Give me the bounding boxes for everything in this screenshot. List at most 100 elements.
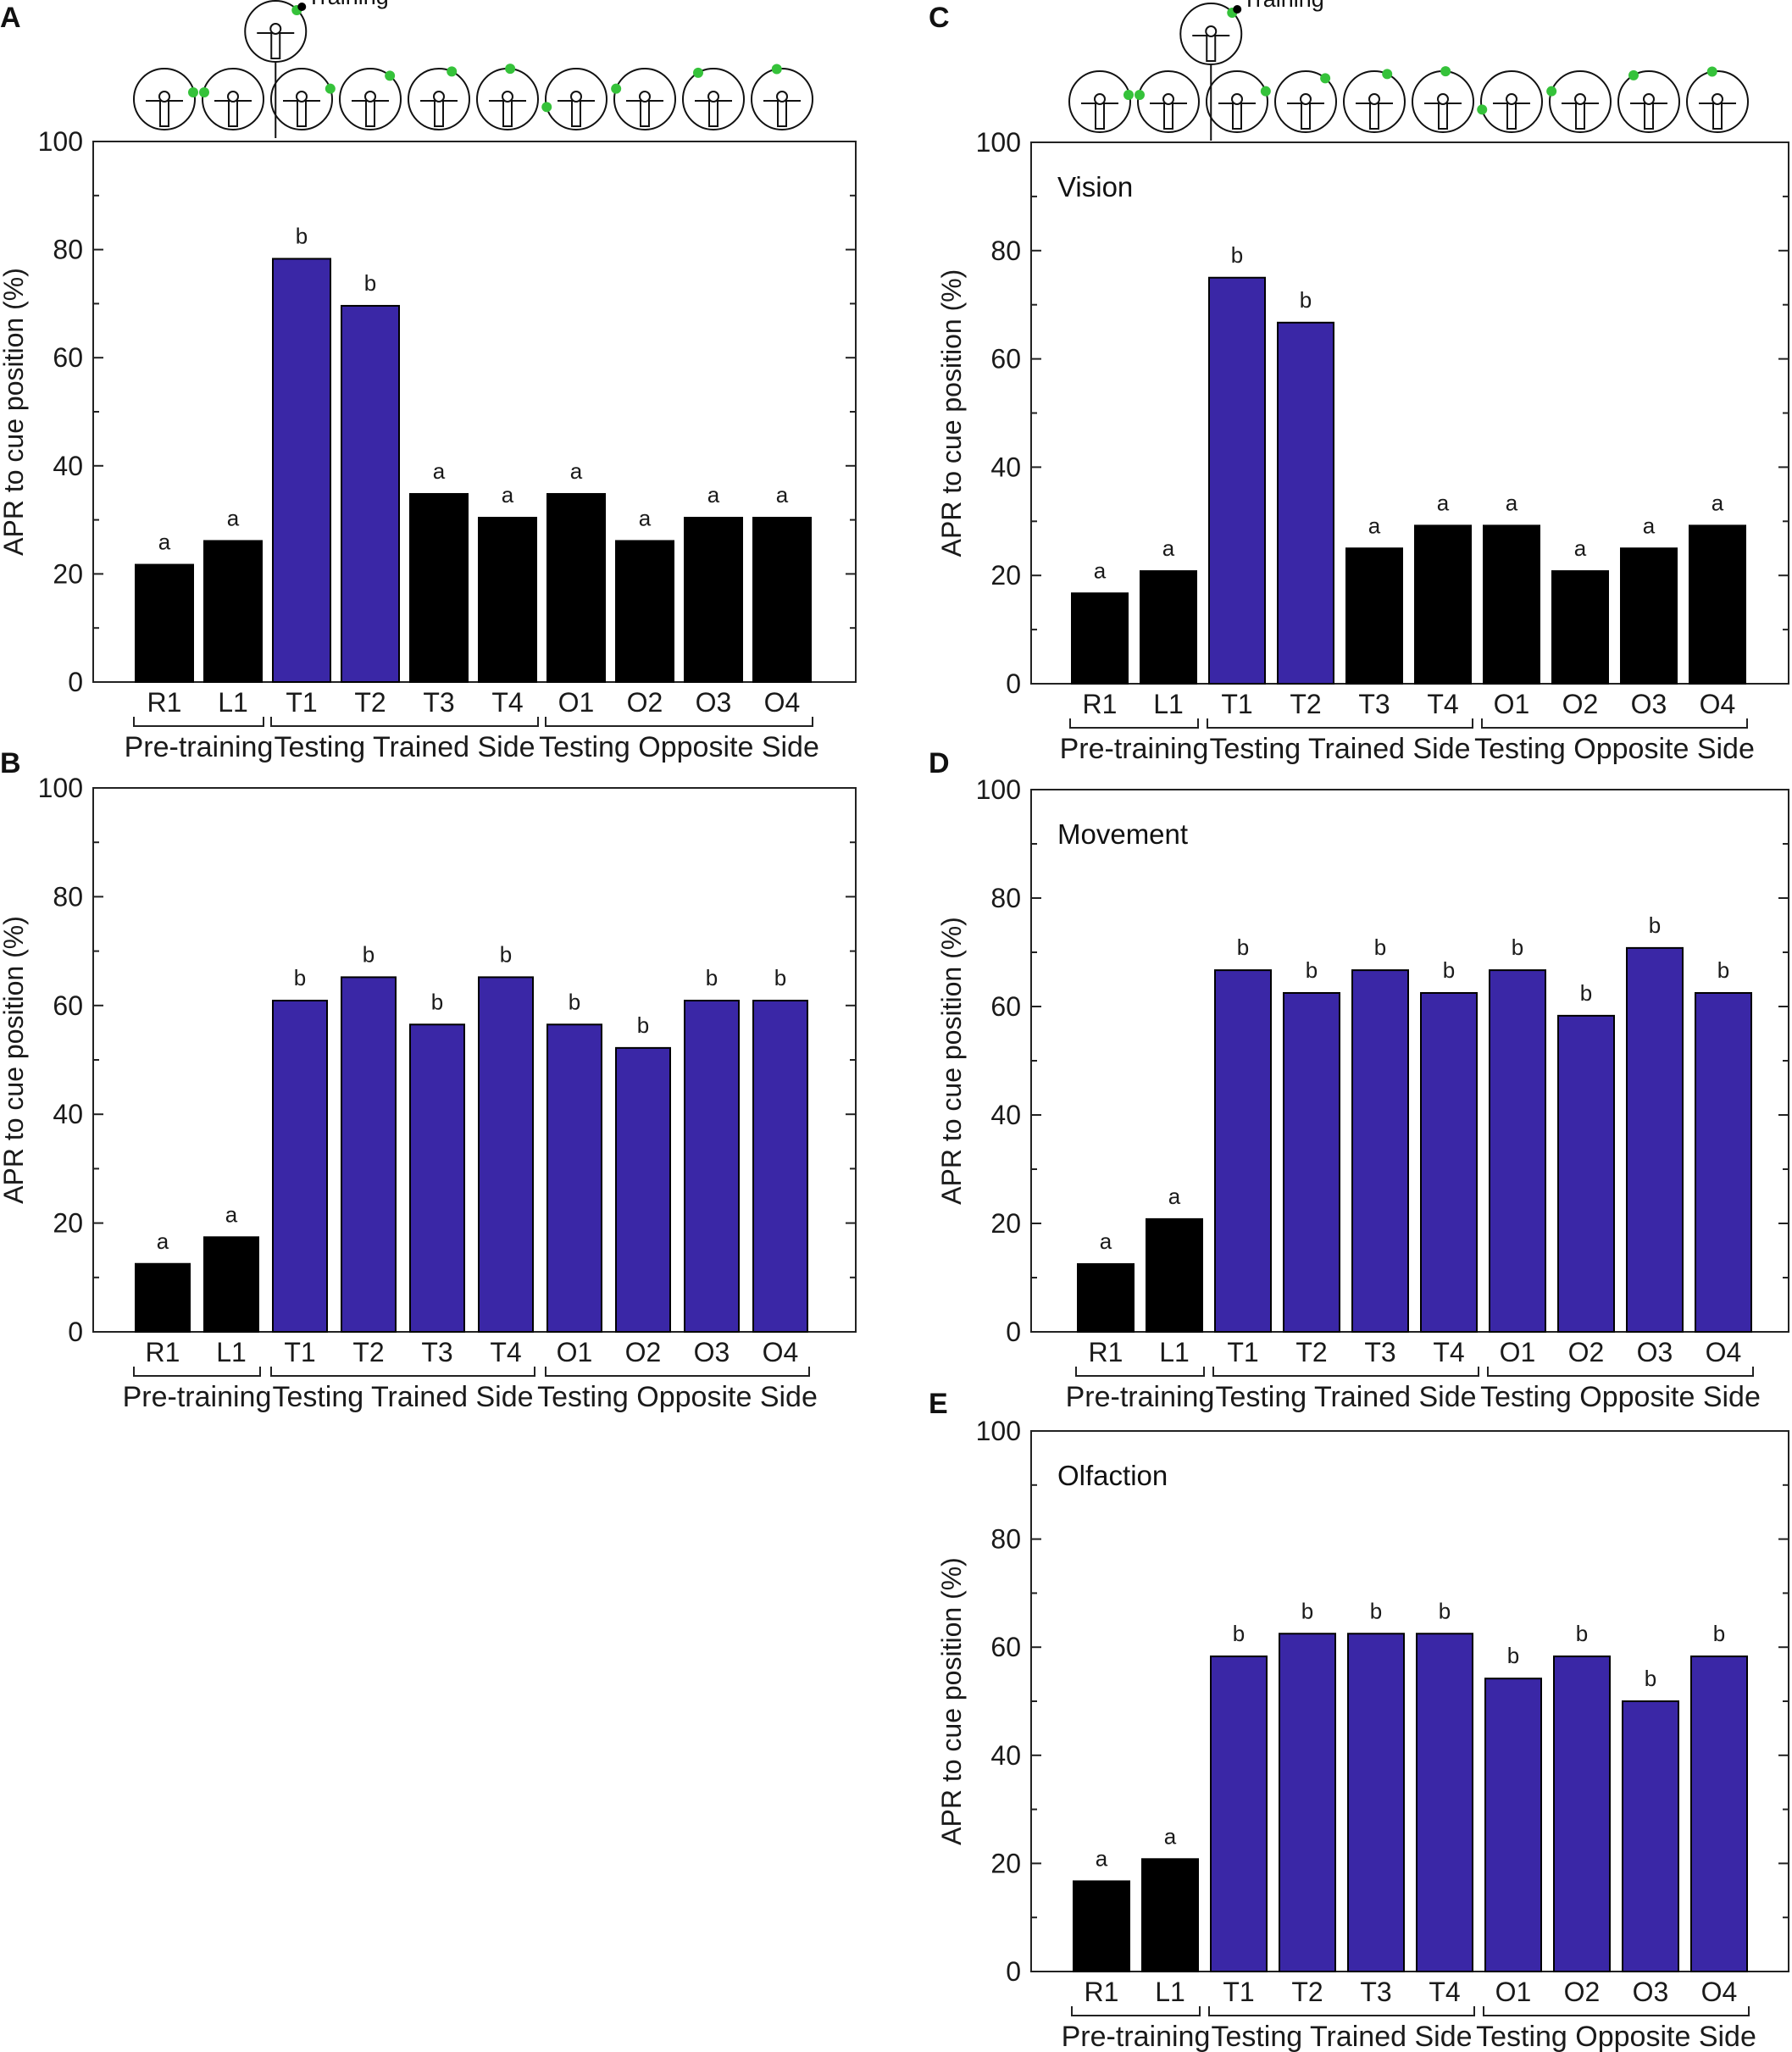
arena-icon-t4 [476, 64, 539, 130]
cue-dot [1440, 66, 1451, 77]
x-category-label: T3 [421, 1337, 452, 1367]
y-axis-title: APR to cue position (%) [936, 269, 967, 557]
y-tick-label: 80 [990, 1524, 1021, 1555]
significance-label: b [1370, 1598, 1382, 1623]
cue-dot [771, 64, 782, 75]
significance-label: a [1506, 490, 1518, 515]
y-tick-label: 0 [68, 1317, 83, 1347]
cue-dot [541, 102, 552, 113]
arena-icon-o3 [1617, 69, 1680, 133]
arena-icon-t1 [1206, 70, 1271, 133]
bar-t1 [1210, 1655, 1268, 1973]
x-category-label: O1 [1500, 1337, 1536, 1367]
x-category-label: O4 [1706, 1337, 1742, 1367]
significance-label: a [1162, 535, 1175, 561]
cue-dot [1628, 69, 1639, 80]
bar-o4 [752, 1000, 808, 1333]
bar-r1 [1073, 1880, 1130, 1973]
arena-icon-l1 [199, 68, 264, 130]
y-tick-label: 40 [990, 452, 1021, 482]
significance-label: b [294, 965, 306, 990]
group-label: Pre-training [1062, 2021, 1211, 2052]
y-tick-label: 40 [990, 1740, 1021, 1771]
significance-label: a [1096, 1845, 1108, 1871]
significance-label: b [1576, 1621, 1588, 1646]
significance-label: a [157, 1228, 169, 1254]
significance-label: a [1094, 557, 1107, 583]
significance-label: b [1507, 1643, 1519, 1668]
arena-icon-t3 [408, 66, 470, 130]
cue-dot [447, 66, 458, 77]
significance-label: a [227, 505, 240, 530]
panel-a: A 0 20 40 60 80 100 APR to cue position (%) a R1 a… [0, 2, 857, 763]
y-tick-label: 40 [53, 1099, 83, 1129]
cue-dot [1546, 86, 1557, 97]
group-bracket [545, 1367, 810, 1377]
group-bracket [1069, 718, 1199, 729]
y-tick-label: 100 [38, 773, 83, 803]
significance-label: b [1580, 980, 1592, 1006]
panel-letter: B [0, 747, 21, 779]
bar-o2 [1557, 1014, 1615, 1333]
bar-o4 [1690, 1655, 1748, 1973]
y-tick-label: 20 [990, 560, 1021, 591]
cue-dot [1260, 86, 1271, 97]
group-bracket [1212, 1367, 1479, 1377]
group-bracket [1487, 1367, 1754, 1377]
significance-label: a [639, 505, 652, 530]
x-category-label: L1 [1153, 689, 1184, 719]
group-label: Testing Opposite Side [539, 731, 819, 763]
significance-label: b [1301, 1598, 1313, 1623]
y-tick-label: 80 [53, 235, 83, 265]
arena-icon-t1 [270, 68, 336, 130]
y-axis-title: APR to cue position (%) [0, 268, 29, 556]
bar-o2 [1551, 570, 1609, 685]
bar-o4 [752, 517, 812, 683]
group-bracket [133, 717, 264, 727]
significance-label: b [296, 223, 308, 248]
x-category-label: T4 [1433, 1337, 1464, 1367]
y-tick-label: 0 [1006, 1317, 1021, 1347]
x-category-label: L1 [218, 687, 248, 718]
arena-icon-o2 [1546, 70, 1612, 133]
bar-t4 [478, 517, 537, 683]
x-category-label: T3 [1364, 1337, 1395, 1367]
bar-o3 [684, 1000, 740, 1333]
x-category-label: T1 [1227, 1337, 1258, 1367]
training-arena-icon: Training [244, 0, 389, 138]
bar-t2 [1283, 992, 1340, 1333]
x-category-label: T2 [1295, 1337, 1327, 1367]
x-category-label: R1 [1085, 1977, 1119, 2007]
y-tick-label: 40 [53, 451, 83, 481]
x-category-label: T4 [1429, 1977, 1460, 2007]
cue-dot [1135, 90, 1145, 100]
cue-dot [1706, 66, 1717, 77]
group-bracket [1075, 1367, 1205, 1377]
x-category-label: T4 [1427, 689, 1458, 719]
x-category-label: T4 [490, 1337, 521, 1367]
y-tick-label: 100 [976, 127, 1021, 158]
group-bracket [545, 717, 813, 727]
y-tick-label: 0 [1006, 668, 1021, 699]
x-category-label: O2 [1562, 689, 1599, 719]
y-tick-label: 20 [990, 1848, 1021, 1878]
panel-letter: E [929, 1388, 948, 1420]
group-bracket [1208, 2006, 1475, 2016]
arena-icon-o3 [682, 67, 745, 130]
y-tick-label: 60 [990, 991, 1021, 1022]
x-category-label: O1 [1495, 1977, 1532, 2007]
y-tick-label: 60 [53, 342, 83, 373]
x-category-label: O4 [1700, 689, 1736, 719]
significance-label: b [1717, 957, 1729, 983]
bar-o4 [1689, 524, 1746, 685]
group-label: Testing Trained Side [1211, 2021, 1472, 2052]
bar-t4 [1414, 524, 1472, 685]
bar-t1 [272, 258, 331, 683]
bar-t2 [1277, 321, 1334, 685]
y-tick-label: 100 [38, 126, 83, 157]
cue-dot [1382, 69, 1393, 80]
y-tick-label: 80 [53, 881, 83, 912]
significance-label: a [225, 1201, 238, 1227]
arena-icon-o2 [611, 68, 676, 130]
y-axis-title: APR to cue position (%) [0, 916, 29, 1204]
